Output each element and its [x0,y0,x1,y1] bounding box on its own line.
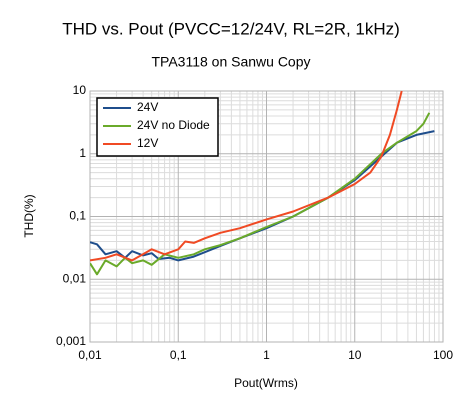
y-tick-label: 0,01 [63,271,87,285]
chart-subtitle: TPA3118 on Sanwu Copy [151,54,310,70]
y-tick-label: 1 [79,146,86,160]
x-tick-label: 100 [433,348,453,362]
x-axis-label: Pout(Wrms) [234,376,298,390]
y-axis-label: THD(%) [22,194,36,237]
series-line [90,90,403,262]
chart-title: THD vs. Pout (PVCC=12/24V, RL=2R, 1kHz) [62,19,400,38]
legend-label: 12V [137,136,158,150]
legend-label: 24V [137,100,158,114]
x-tick-label: 1 [263,348,270,362]
x-tick-label: 0,1 [170,348,187,362]
y-tick-label: 10 [73,83,87,97]
y-tick-label: 0,1 [69,209,86,223]
plot-frame [89,90,444,343]
x-tick-label: 10 [348,348,362,362]
legend-label: 24V no Diode [137,118,210,132]
y-tick-label: 0,001 [56,334,86,348]
series-line [90,112,431,276]
x-tick-label: 0,01 [78,348,102,362]
